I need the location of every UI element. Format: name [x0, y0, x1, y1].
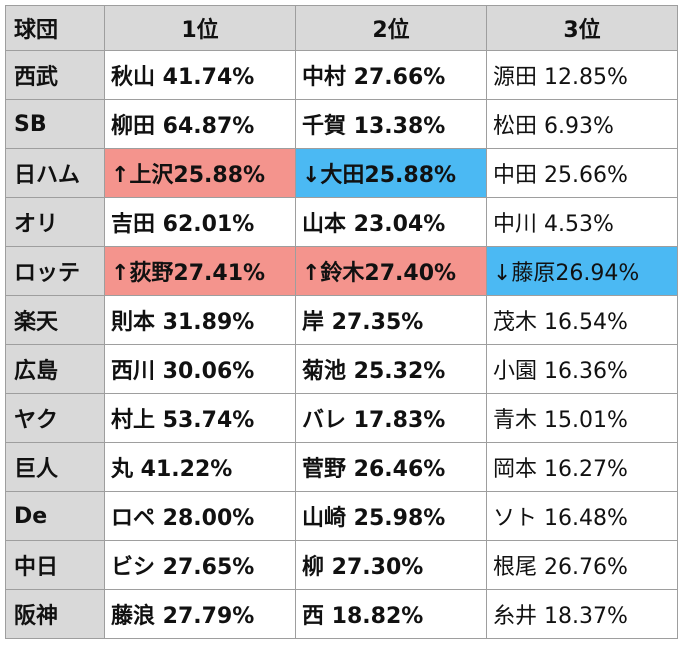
table-row: 阪神 藤浪 27.79% 西 18.82% 糸井 18.37% — [5, 589, 678, 639]
rank1-cell: 秋山 41.74% — [104, 50, 296, 100]
team-cell: オリ — [5, 197, 105, 247]
table-row: De ロペ 28.00% 山崎 25.98% ソト 16.48% — [5, 491, 678, 541]
rank2-cell: 山本 23.04% — [295, 197, 487, 247]
rank3-cell: 茂木 16.54% — [486, 295, 678, 345]
rank1-cell: 西川 30.06% — [104, 344, 296, 394]
rank3-cell: 小園 16.36% — [486, 344, 678, 394]
rank1-cell-up: ↑上沢25.88% — [104, 148, 296, 198]
table-row: ヤク 村上 53.74% バレ 17.83% 青木 15.01% — [5, 393, 678, 443]
rank2-cell: 千賀 13.38% — [295, 99, 487, 149]
rank1-cell: 藤浪 27.79% — [104, 589, 296, 639]
team-cell: 阪神 — [5, 589, 105, 639]
rank2-column-header: 2位 — [295, 5, 487, 51]
rank1-column-header: 1位 — [104, 5, 296, 51]
table-row: 広島 西川 30.06% 菊池 25.32% 小園 16.36% — [5, 344, 678, 394]
rank2-cell: バレ 17.83% — [295, 393, 487, 443]
rank3-cell: 根尾 26.76% — [486, 540, 678, 590]
rank1-cell: ビシ 27.65% — [104, 540, 296, 590]
rank2-cell: 西 18.82% — [295, 589, 487, 639]
rank3-cell: 岡本 16.27% — [486, 442, 678, 492]
team-cell: 巨人 — [5, 442, 105, 492]
rank2-cell: 山崎 25.98% — [295, 491, 487, 541]
team-cell: 西武 — [5, 50, 105, 100]
table-row: 日ハム ↑上沢25.88% ↓大田25.88% 中田 25.66% — [5, 148, 678, 198]
rank2-cell: 菊池 25.32% — [295, 344, 487, 394]
team-cell: SB — [5, 99, 105, 149]
rank1-cell: 丸 41.22% — [104, 442, 296, 492]
rank3-cell-down: ↓藤原26.94% — [486, 246, 678, 296]
rank1-cell: 吉田 62.01% — [104, 197, 296, 247]
rank3-cell: 青木 15.01% — [486, 393, 678, 443]
rank3-cell: 中川 4.53% — [486, 197, 678, 247]
rank1-cell: ロペ 28.00% — [104, 491, 296, 541]
ranking-table: 球団 1位 2位 3位 西武 秋山 41.74% 中村 27.66% 源田 12… — [5, 5, 678, 639]
table-row: SB 柳田 64.87% 千賀 13.38% 松田 6.93% — [5, 99, 678, 149]
rank1-cell: 柳田 64.87% — [104, 99, 296, 149]
rank1-cell: 則本 31.89% — [104, 295, 296, 345]
rank3-cell: 源田 12.85% — [486, 50, 678, 100]
team-cell: 中日 — [5, 540, 105, 590]
team-cell: ヤク — [5, 393, 105, 443]
team-cell: De — [5, 491, 105, 541]
rank3-column-header: 3位 — [486, 5, 678, 51]
team-cell: 楽天 — [5, 295, 105, 345]
rank3-cell: 松田 6.93% — [486, 99, 678, 149]
rank2-cell-up: ↑鈴木27.40% — [295, 246, 487, 296]
rank3-cell: ソト 16.48% — [486, 491, 678, 541]
rank3-cell: 糸井 18.37% — [486, 589, 678, 639]
rank2-cell: 岸 27.35% — [295, 295, 487, 345]
team-cell: ロッテ — [5, 246, 105, 296]
table-row: 中日 ビシ 27.65% 柳 27.30% 根尾 26.76% — [5, 540, 678, 590]
team-column-header: 球団 — [5, 5, 105, 51]
rank2-cell: 中村 27.66% — [295, 50, 487, 100]
rank1-cell-up: ↑荻野27.41% — [104, 246, 296, 296]
rank2-cell: 菅野 26.46% — [295, 442, 487, 492]
table-row: 巨人 丸 41.22% 菅野 26.46% 岡本 16.27% — [5, 442, 678, 492]
rank1-cell: 村上 53.74% — [104, 393, 296, 443]
table-row: オリ 吉田 62.01% 山本 23.04% 中川 4.53% — [5, 197, 678, 247]
table-row: 西武 秋山 41.74% 中村 27.66% 源田 12.85% — [5, 50, 678, 100]
team-cell: 日ハム — [5, 148, 105, 198]
table-row: 楽天 則本 31.89% 岸 27.35% 茂木 16.54% — [5, 295, 678, 345]
team-cell: 広島 — [5, 344, 105, 394]
rank2-cell: 柳 27.30% — [295, 540, 487, 590]
rank2-cell-down: ↓大田25.88% — [295, 148, 487, 198]
table-row: ロッテ ↑荻野27.41% ↑鈴木27.40% ↓藤原26.94% — [5, 246, 678, 296]
rank3-cell: 中田 25.66% — [486, 148, 678, 198]
header-row: 球団 1位 2位 3位 — [5, 5, 678, 51]
